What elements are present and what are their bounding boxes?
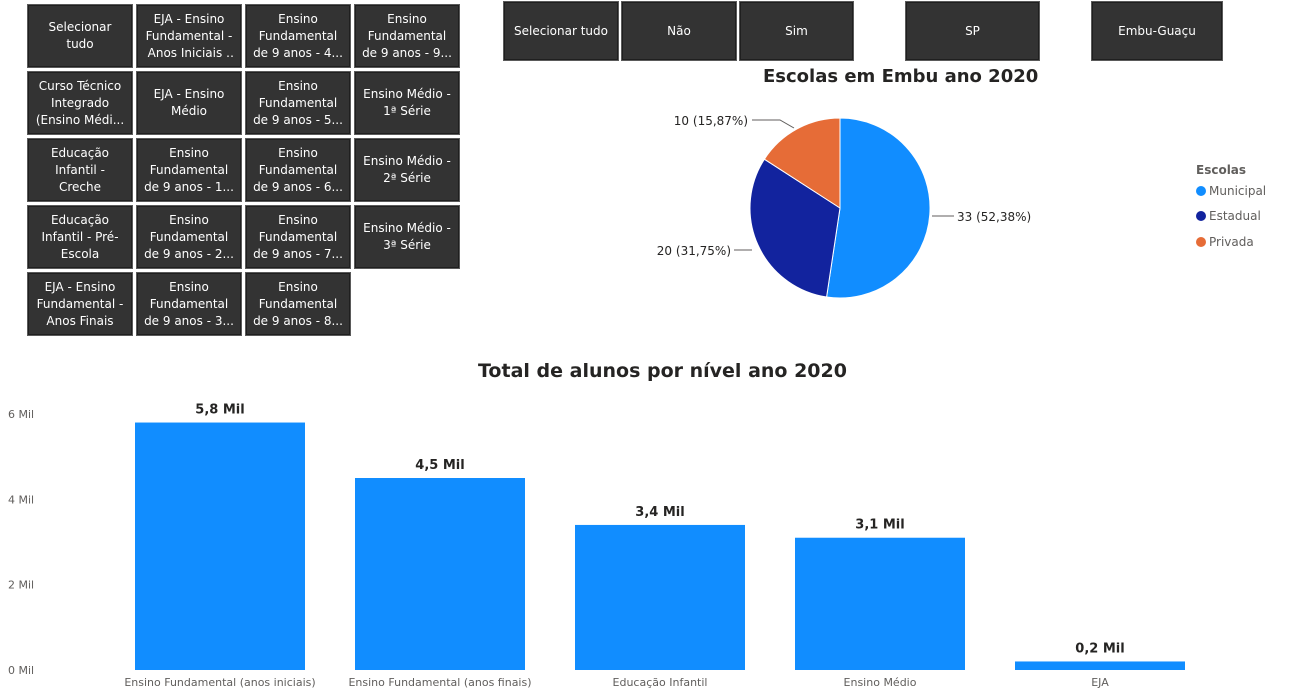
level-tile[interactable]: Ensino Médio - 3ª Série bbox=[354, 205, 460, 269]
x-tick-label: Ensino Fundamental (anos finais) bbox=[348, 676, 531, 689]
level-tile[interactable]: Ensino Médio - 2ª Série bbox=[354, 138, 460, 202]
tile-label: Ensino Médio - 3ª Série bbox=[363, 221, 451, 252]
level-tile[interactable]: Ensino Fundamental de 9 anos - 2... bbox=[136, 205, 242, 269]
tile-label: Ensino Médio - 2ª Série bbox=[363, 154, 451, 185]
tile-label: Ensino Fundamental de 9 anos - 9... bbox=[362, 11, 452, 60]
bar-chart-title: Total de alunos por nível ano 2020 bbox=[478, 360, 847, 382]
city-label: Embu-Guaçu bbox=[1118, 24, 1196, 38]
bar[interactable] bbox=[1015, 661, 1185, 670]
tile-label: Curso Técnico Integrado (Ensino Médi... bbox=[35, 78, 125, 127]
select-all-label: Selecionar tudo bbox=[514, 24, 608, 38]
yes-label: Sim bbox=[785, 24, 808, 38]
y-tick-label: 6 Mil bbox=[8, 408, 34, 421]
tile-label: EJA - Ensino Fundamental - Anos Finais bbox=[36, 279, 124, 328]
level-tile[interactable]: Educação Infantil - Pré-Escola bbox=[27, 205, 133, 269]
tile-label: Ensino Fundamental de 9 anos - 1... bbox=[144, 145, 234, 194]
no-button[interactable]: Não bbox=[621, 1, 737, 61]
level-tile[interactable]: Ensino Fundamental de 9 anos - 4... bbox=[245, 4, 351, 68]
level-tile[interactable]: Curso Técnico Integrado (Ensino Médi... bbox=[27, 71, 133, 135]
no-label: Não bbox=[667, 24, 691, 38]
level-slicer: Selecionar tudo EJA - Ensino Fundamental… bbox=[27, 4, 460, 336]
legend-dot-icon bbox=[1196, 237, 1206, 247]
tile-label: Ensino Fundamental de 9 anos - 4... bbox=[253, 11, 343, 60]
bar[interactable] bbox=[795, 537, 965, 670]
level-tile[interactable]: Ensino Fundamental de 9 anos - 6... bbox=[245, 138, 351, 202]
level-tile[interactable]: Ensino Fundamental de 9 anos - 5... bbox=[245, 71, 351, 135]
level-tile[interactable]: EJA - Ensino Médio bbox=[136, 71, 242, 135]
bar[interactable] bbox=[355, 478, 525, 670]
legend-dot-icon bbox=[1196, 186, 1206, 196]
x-tick-label: EJA bbox=[1091, 676, 1109, 689]
legend-item-estadual[interactable]: Estadual bbox=[1196, 209, 1261, 223]
y-tick-label: 4 Mil bbox=[8, 493, 34, 506]
level-tile[interactable]: EJA - Ensino Fundamental - Anos Finais bbox=[27, 272, 133, 336]
legend-label: Estadual bbox=[1209, 209, 1261, 223]
tile-label: Ensino Fundamental de 9 anos - 3... bbox=[144, 279, 234, 328]
y-tick-label: 2 Mil bbox=[8, 579, 34, 592]
tile-label: Ensino Fundamental de 9 anos - 2... bbox=[144, 212, 234, 261]
state-label: SP bbox=[965, 24, 980, 38]
bar-data-label: 4,5 Mil bbox=[415, 458, 464, 473]
tile-label: Ensino Fundamental de 9 anos - 6... bbox=[253, 145, 343, 194]
legend-label: Municipal bbox=[1209, 184, 1267, 198]
bar-data-label: 0,2 Mil bbox=[1075, 641, 1124, 656]
tile-label: Ensino Fundamental de 9 anos - 8... bbox=[253, 279, 343, 328]
level-tile[interactable]: Ensino Fundamental de 9 anos - 3... bbox=[136, 272, 242, 336]
bar[interactable] bbox=[135, 422, 305, 670]
level-tile[interactable]: Ensino Fundamental de 9 anos - 8... bbox=[245, 272, 351, 336]
bar[interactable] bbox=[575, 524, 745, 670]
x-tick-label: Educação Infantil bbox=[613, 676, 708, 689]
level-tile[interactable]: Ensino Fundamental de 9 anos - 1... bbox=[136, 138, 242, 202]
legend-item-municipal[interactable]: Municipal bbox=[1196, 184, 1266, 198]
level-tile[interactable]: Ensino Fundamental de 9 anos - 9... bbox=[354, 4, 460, 68]
level-tile[interactable]: EJA - Ensino Fundamental - Anos Iniciais… bbox=[136, 4, 242, 68]
tile-label: Ensino Fundamental de 9 anos - 5... bbox=[253, 78, 343, 127]
legend-item-privada[interactable]: Privada bbox=[1196, 235, 1254, 249]
level-tile[interactable]: Ensino Médio - 1ª Série bbox=[354, 71, 460, 135]
city-button[interactable]: Embu-Guaçu bbox=[1091, 1, 1223, 61]
pie-chart-title: Escolas em Embu ano 2020 bbox=[763, 66, 1039, 87]
tile-label: EJA - Ensino Fundamental - Anos Iniciais… bbox=[145, 11, 233, 60]
level-tile[interactable]: Selecionar tudo bbox=[27, 4, 133, 68]
state-button[interactable]: SP bbox=[905, 1, 1040, 61]
bar-data-label: 3,1 Mil bbox=[855, 518, 904, 533]
tile-label: EJA - Ensino Médio bbox=[153, 87, 225, 118]
tile-label: Ensino Fundamental de 9 anos - 7... bbox=[253, 212, 343, 261]
legend-dot-icon bbox=[1196, 211, 1206, 221]
yes-button[interactable]: Sim bbox=[739, 1, 854, 61]
x-tick-label: Ensino Fundamental (anos iniciais) bbox=[124, 676, 315, 689]
select-all-button[interactable]: Selecionar tudo bbox=[503, 1, 619, 61]
pie-legend-title: Escolas bbox=[1196, 163, 1247, 177]
y-tick-label: 0 Mil bbox=[8, 664, 34, 677]
tile-label: Educação Infantil - Pré-Escola bbox=[41, 212, 119, 261]
bar-data-label: 5,8 Mil bbox=[195, 403, 244, 418]
level-tile[interactable]: Ensino Fundamental de 9 anos - 7... bbox=[245, 205, 351, 269]
legend-label: Privada bbox=[1209, 235, 1254, 249]
tile-label: Ensino Médio - 1ª Série bbox=[363, 87, 451, 118]
x-tick-label: Ensino Médio bbox=[844, 676, 917, 689]
level-tile[interactable]: Educação Infantil - Creche bbox=[27, 138, 133, 202]
tile-label: Educação Infantil - Creche bbox=[50, 145, 110, 194]
tile-label: Selecionar tudo bbox=[48, 20, 112, 51]
bar-data-label: 3,4 Mil bbox=[635, 505, 684, 520]
